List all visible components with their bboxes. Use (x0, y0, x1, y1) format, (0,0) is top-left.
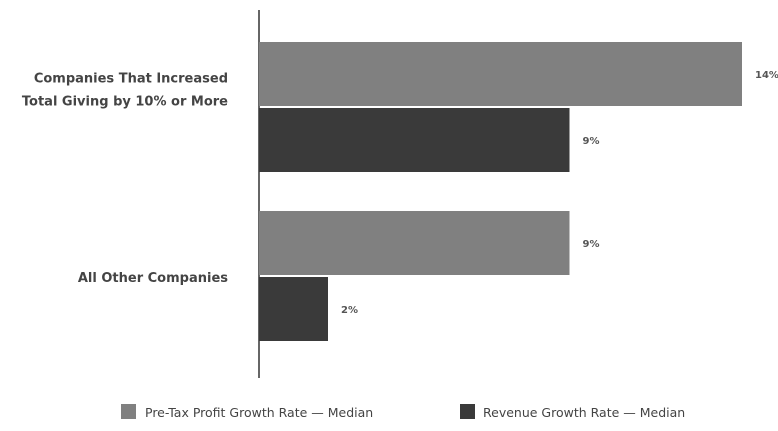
legend-label-profit: Pre-Tax Profit Growth Rate — Median (145, 405, 373, 420)
bar-revenue-1 (259, 277, 328, 341)
data-label-profit-0: 14% (755, 70, 778, 81)
category-label-1-0: All Other Companies (78, 271, 228, 286)
legend-swatch-profit (121, 404, 136, 419)
legend-swatch-revenue (460, 404, 475, 419)
bar-profit-0 (259, 42, 742, 106)
bar-revenue-0 (259, 108, 570, 172)
data-label-profit-1: 9% (583, 239, 600, 250)
data-label-revenue-1: 2% (341, 305, 358, 316)
category-label-0-0: Companies That Increased (34, 72, 228, 87)
legend-label-revenue: Revenue Growth Rate — Median (483, 405, 685, 420)
category-label-0-1: Total Giving by 10% or More (22, 95, 228, 110)
bar-profit-1 (259, 211, 570, 275)
data-label-revenue-0: 9% (583, 136, 600, 147)
